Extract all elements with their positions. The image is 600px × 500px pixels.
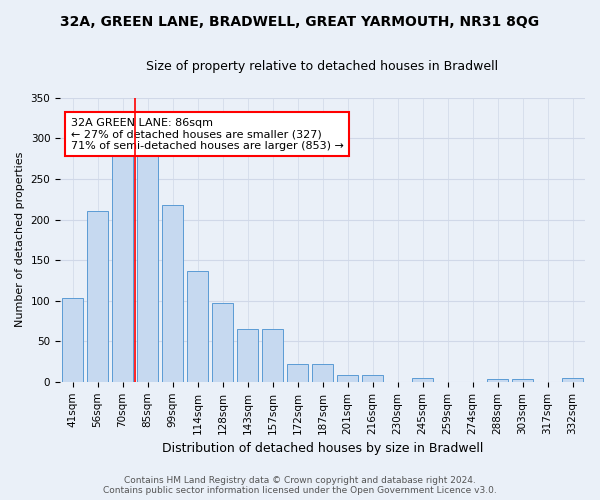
Bar (562, 378, 583, 382)
Y-axis label: Number of detached properties: Number of detached properties (15, 152, 25, 328)
Bar (87, 212, 108, 382)
Bar (362, 376, 383, 382)
Text: Contains HM Land Registry data © Crown copyright and database right 2024.
Contai: Contains HM Land Registry data © Crown c… (103, 476, 497, 495)
X-axis label: Distribution of detached houses by size in Bradwell: Distribution of detached houses by size … (162, 442, 483, 455)
Bar (237, 329, 258, 382)
Bar (137, 156, 158, 382)
Bar (112, 156, 133, 382)
Title: Size of property relative to detached houses in Bradwell: Size of property relative to detached ho… (146, 60, 499, 73)
Bar (312, 364, 333, 382)
Bar (212, 303, 233, 382)
Bar (287, 364, 308, 382)
Text: 32A GREEN LANE: 86sqm
← 27% of detached houses are smaller (327)
71% of semi-det: 32A GREEN LANE: 86sqm ← 27% of detached … (71, 118, 343, 151)
Bar (262, 329, 283, 382)
Text: 32A, GREEN LANE, BRADWELL, GREAT YARMOUTH, NR31 8QG: 32A, GREEN LANE, BRADWELL, GREAT YARMOUT… (61, 15, 539, 29)
Bar (187, 272, 208, 382)
Bar (512, 380, 533, 382)
Bar (162, 205, 183, 382)
Bar (337, 376, 358, 382)
Bar (62, 298, 83, 382)
Bar (487, 380, 508, 382)
Bar (412, 378, 433, 382)
